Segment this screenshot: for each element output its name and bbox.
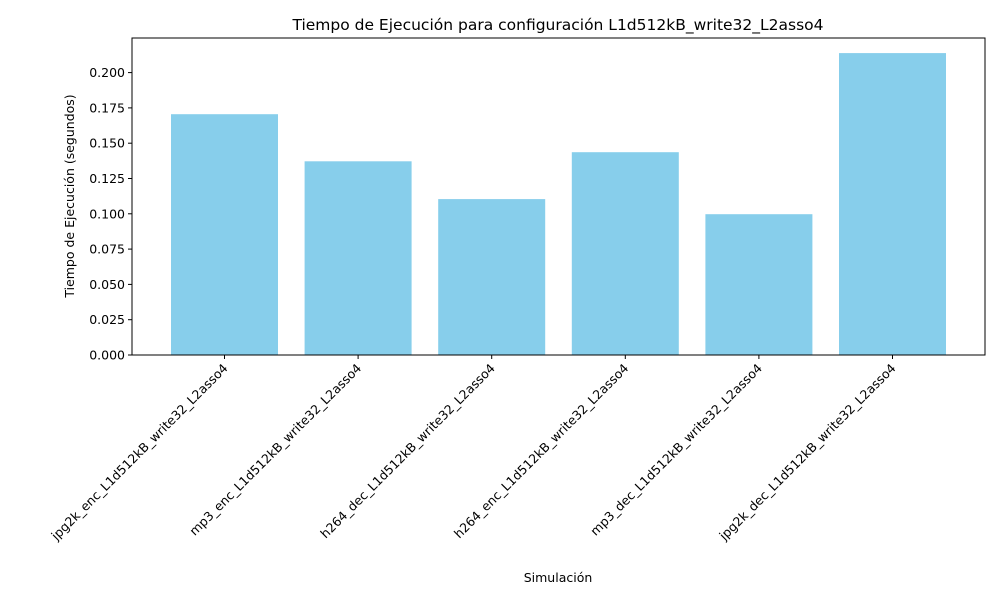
y-tick-label-6: 0.150 bbox=[89, 136, 125, 151]
y-tick-label-0: 0.000 bbox=[89, 348, 125, 363]
y-axis-ticks: 0.000 0.025 0.050 0.075 0.100 0.125 0.150 0.175… bbox=[89, 65, 132, 363]
y-tick-label-5: 0.125 bbox=[89, 171, 125, 186]
y-tick-label-4: 0.100 bbox=[89, 206, 125, 221]
plot-frame bbox=[131, 37, 986, 356]
bar-1 bbox=[304, 161, 412, 355]
bar-2 bbox=[438, 199, 546, 355]
chart-title: Tiempo de Ejecución para configuración L… bbox=[291, 16, 823, 35]
bar-4 bbox=[705, 214, 813, 355]
x-axis-title: Simulación bbox=[524, 570, 593, 585]
bars-group bbox=[171, 53, 946, 355]
y-tick-label-2: 0.050 bbox=[89, 277, 125, 292]
bar-3 bbox=[571, 152, 679, 355]
y-axis-title: Tiempo de Ejecución (segundos) bbox=[62, 94, 77, 298]
y-tick-label-8: 0.200 bbox=[89, 65, 125, 80]
bar-0 bbox=[171, 114, 278, 355]
y-tick-label-1: 0.025 bbox=[89, 312, 125, 327]
bar-5 bbox=[839, 53, 946, 355]
y-tick-label-3: 0.075 bbox=[89, 242, 125, 257]
y-tick-label-7: 0.175 bbox=[89, 100, 125, 115]
